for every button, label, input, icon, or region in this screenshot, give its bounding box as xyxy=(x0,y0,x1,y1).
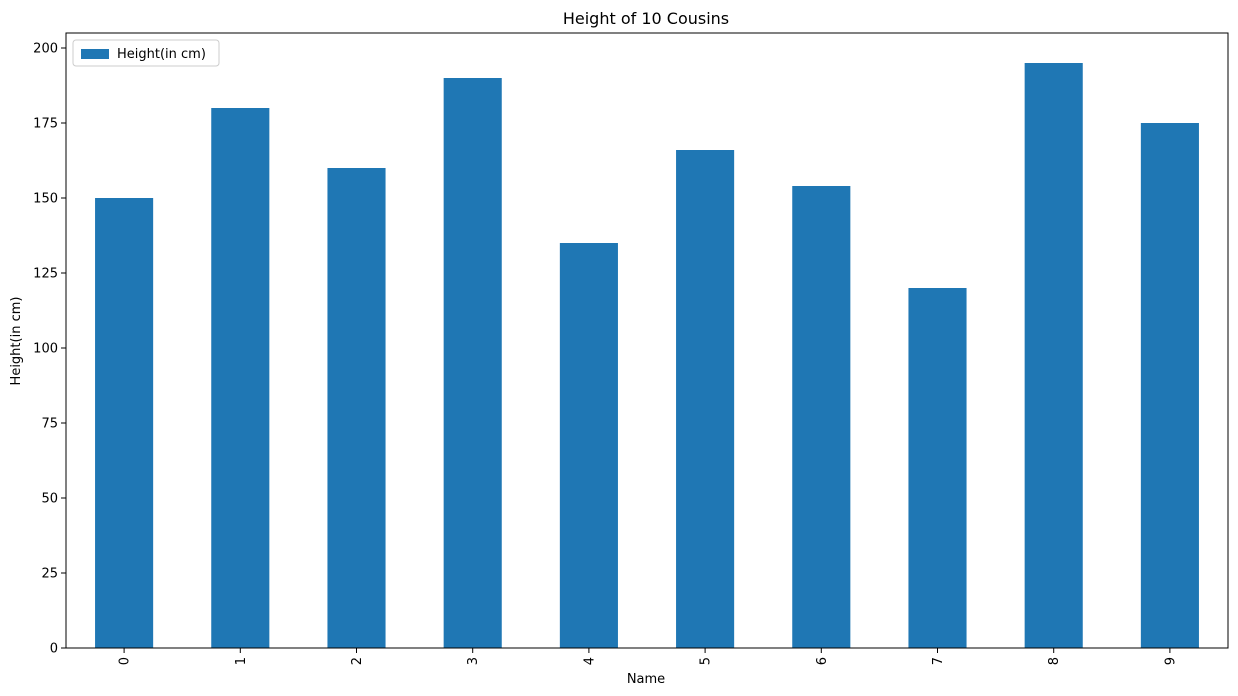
legend-box xyxy=(72,39,220,67)
x-tick-label: 8 xyxy=(1047,657,1062,665)
y-tick-label: 25 xyxy=(41,567,58,582)
legend-swatch xyxy=(81,49,109,59)
legend-label: Height(in cm) xyxy=(117,47,206,62)
bar xyxy=(443,78,502,648)
bar xyxy=(95,198,154,648)
bar xyxy=(792,186,851,648)
y-tick-label: 175 xyxy=(33,117,58,132)
x-tick-label: 1 xyxy=(234,657,249,665)
bar xyxy=(1024,63,1083,648)
y-tick-label: 0 xyxy=(50,642,58,657)
x-tick-label: 3 xyxy=(466,657,481,665)
plot-area: 0 25 50 75 100 125 150 175 200 0 1 2 3 4 5 6 7 8 9 Height(i… xyxy=(33,32,1229,665)
y-tick-label: 75 xyxy=(41,417,58,432)
bar xyxy=(211,108,270,648)
bar xyxy=(559,243,618,648)
y-tick-label: 100 xyxy=(33,342,58,357)
x-tick-label: 9 xyxy=(1163,657,1178,665)
x-tick-label: 2 xyxy=(350,657,365,665)
y-tick-label: 150 xyxy=(33,192,58,207)
x-tick-label: 7 xyxy=(931,657,946,665)
bar xyxy=(676,150,735,648)
y-tick-label: 200 xyxy=(33,42,58,57)
x-tick-label: 0 xyxy=(118,657,133,665)
bar xyxy=(908,288,967,648)
y-axis-label: Height(in cm) xyxy=(9,297,24,386)
x-tick-label: 4 xyxy=(582,657,597,665)
bar xyxy=(327,168,386,648)
y-tick-label: 50 xyxy=(41,492,58,507)
plot-frame xyxy=(65,32,1229,649)
bar xyxy=(1140,123,1199,648)
x-tick-label: 5 xyxy=(699,657,714,665)
x-tick-label: 6 xyxy=(815,657,830,665)
legend: Height(in cm) xyxy=(72,39,220,67)
y-tick-label: 125 xyxy=(33,267,58,282)
x-axis-label: Name xyxy=(627,672,665,687)
chart-title: Height of 10 Cousins xyxy=(563,9,729,28)
